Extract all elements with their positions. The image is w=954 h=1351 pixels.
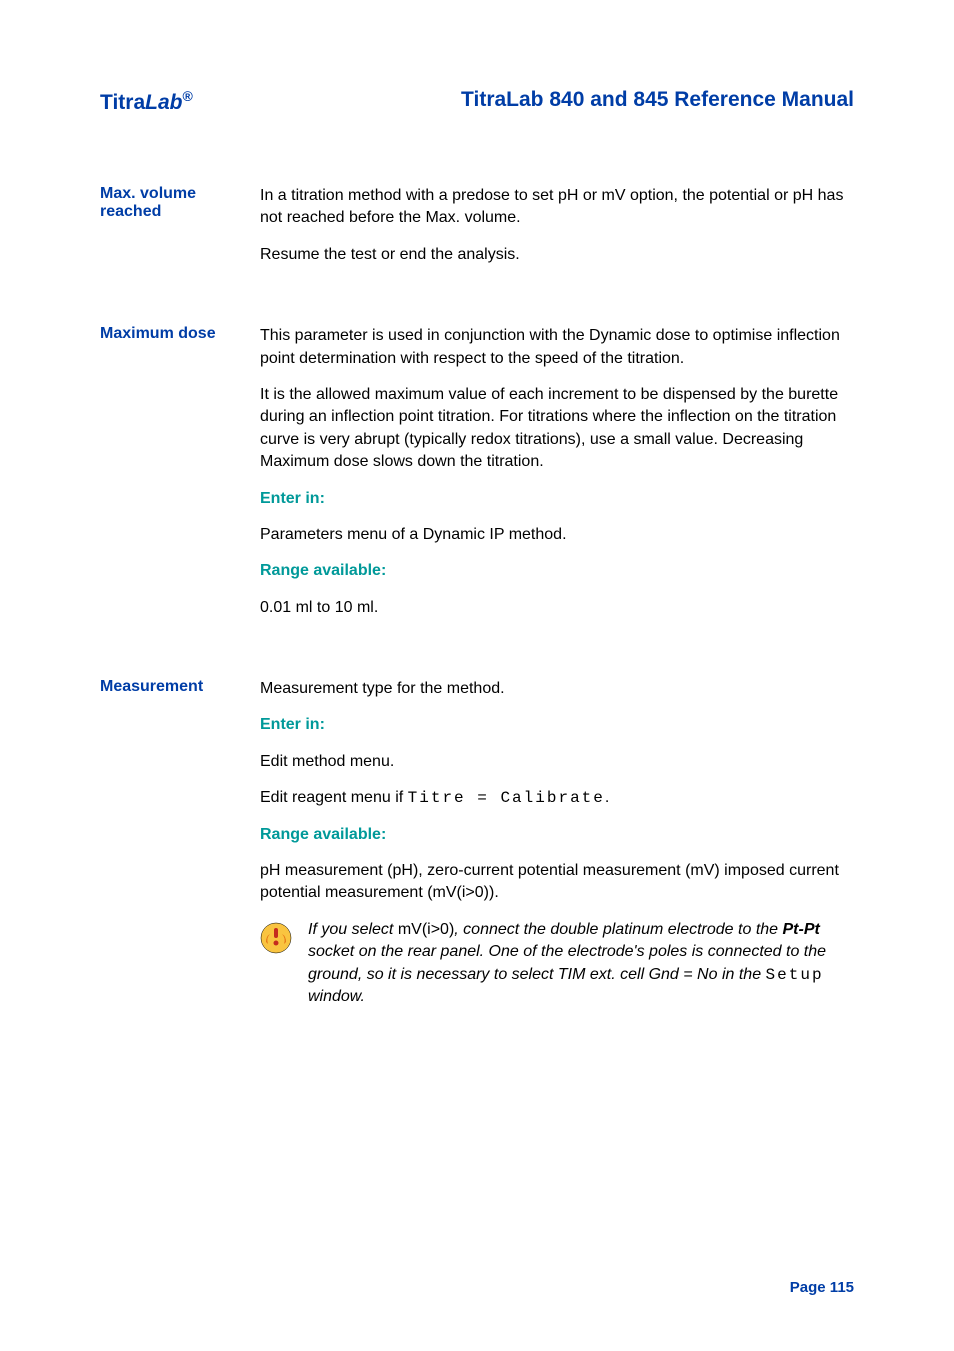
enter-in-text: Parameters menu of a Dynamic IP method. [260,524,854,546]
entry-label: Measurement [100,678,260,1008]
enter-in-line2-pre: Edit reagent menu if [260,789,408,806]
entry-label: Maximum dose [100,325,260,633]
enter-in-line2-post: . [605,789,609,806]
entry-label: Max. volume reached [100,185,260,280]
enter-in-line1: Edit method menu. [260,751,854,773]
warning-icon [260,922,292,954]
note-text: If you select mV(i>0), connect the doubl… [308,919,854,1009]
manual-title: TitraLab 840 and 845 Reference Manual [461,88,854,115]
entry-content: This parameter is used in conjunction wi… [260,325,854,633]
note-end: window. [308,988,365,1005]
enter-in-line2: Edit reagent menu if Titre = Calibrate. [260,787,854,809]
enter-in-heading: Enter in: [260,714,854,736]
enter-in-line2-mono: Titre = Calibrate [408,789,605,807]
entry-content: In a titration method with a predose to … [260,185,854,280]
range-heading: Range available: [260,824,854,846]
paragraph: Resume the test or end the analysis. [260,244,854,266]
brand-logo: TitraLab® [100,88,193,115]
paragraph: In a titration method with a predose to … [260,185,854,230]
paragraph: It is the allowed maximum value of each … [260,384,854,474]
entry-maximum-dose: Maximum dose This parameter is used in c… [100,325,854,633]
brand-italic: Lab [145,91,182,114]
note-nonitalic: mV(i>0) [398,921,454,938]
range-text: 0.01 ml to 10 ml. [260,597,854,619]
note-mid2: socket on the rear panel. One of the ele… [308,943,826,982]
note-mid1: , connect the double platinum electrode … [454,921,782,938]
note-bold: Pt-Pt [783,921,820,938]
range-heading: Range available: [260,560,854,582]
note-mono: Setup [766,966,824,984]
note-pre: If you select [308,921,398,938]
entry-measurement: Measurement Measurement type for the met… [100,678,854,1008]
range-text: pH measurement (pH), zero-current potent… [260,860,854,905]
brand-reg: ® [182,88,192,104]
entry-content: Measurement type for the method. Enter i… [260,678,854,1008]
paragraph: This parameter is used in conjunction wi… [260,325,854,370]
paragraph: Measurement type for the method. [260,678,854,700]
enter-in-heading: Enter in: [260,488,854,510]
brand-prefix: Titra [100,91,145,114]
page-number: Page 115 [790,1279,854,1296]
entry-max-volume-reached: Max. volume reached In a titration metho… [100,185,854,280]
note-row: If you select mV(i>0), connect the doubl… [260,919,854,1009]
